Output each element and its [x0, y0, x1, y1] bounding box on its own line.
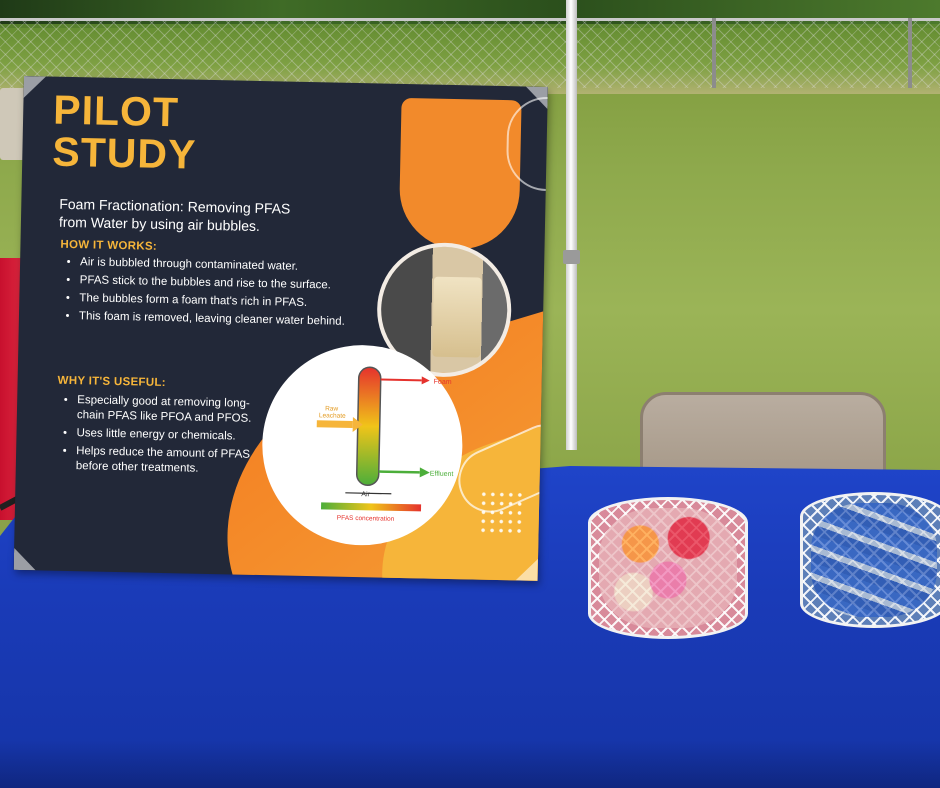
title-line-2: STUDY [51, 128, 197, 178]
list-item: This foam is removed, leaving cleaner wa… [79, 309, 399, 331]
tent-pole-clip [563, 250, 580, 264]
diagram-svg: Foam Raw Leachate Air Effluent PFAS conc… [316, 366, 454, 523]
foam-label: Foam [434, 379, 452, 386]
poster-title: PILOT STUDY [51, 86, 198, 178]
why-useful-list: Especially good at removing long-chain P… [64, 393, 258, 481]
why-useful-heading: WHY IT'S USEFUL: [57, 374, 167, 390]
foam-arrowhead [421, 376, 430, 385]
foam-fractionation-diagram: Foam Raw Leachate Air Effluent PFAS conc… [260, 343, 465, 548]
leachate-label: Leachate [319, 412, 346, 420]
tent-pole [566, 0, 577, 450]
foam-tank-image [432, 276, 482, 358]
air-label: Air [361, 491, 370, 498]
leachate-arrow [316, 420, 353, 428]
title-line-1: PILOT [52, 86, 180, 136]
raw-label: Raw [325, 405, 338, 412]
usb-drive-pile [811, 503, 937, 617]
poster-subtitle: Foam Fractionation: Removing PFAS from W… [59, 195, 360, 237]
pilot-study-poster: PILOT STUDY Foam Fractionation: Removing… [13, 76, 548, 581]
how-it-works-heading: HOW IT WORKS: [60, 238, 158, 253]
chain-link-fence [0, 18, 940, 88]
poster-corner-protector [14, 548, 36, 570]
concentration-bar [320, 502, 422, 512]
dot-pattern [478, 489, 524, 535]
foam-arrow [380, 378, 422, 382]
effluent-arrowhead [419, 467, 430, 478]
tablecloth-shadow [0, 740, 940, 788]
list-item: Uses little energy or chemicals. [76, 426, 256, 445]
orange-band-shape [398, 97, 522, 251]
candy-basket [588, 497, 748, 639]
candy-pile [599, 508, 737, 628]
air-line [345, 492, 392, 495]
effluent-arrow [378, 470, 420, 474]
how-it-works-list: Air is bubbled through contaminated wate… [67, 255, 400, 334]
leachate-arrowhead [352, 416, 363, 432]
usb-drive-basket [800, 492, 940, 628]
effluent-label: Effluent [430, 471, 454, 478]
fence-rail [0, 18, 940, 21]
list-item: Helps reduce the amount of PFAS before o… [76, 444, 257, 478]
fence-post [908, 18, 912, 88]
list-item: Especially good at removing long-chain P… [77, 393, 258, 427]
concentration-label: PFAS concentration [337, 515, 395, 523]
fence-post [712, 18, 716, 88]
poster-corner-protector [24, 76, 46, 98]
